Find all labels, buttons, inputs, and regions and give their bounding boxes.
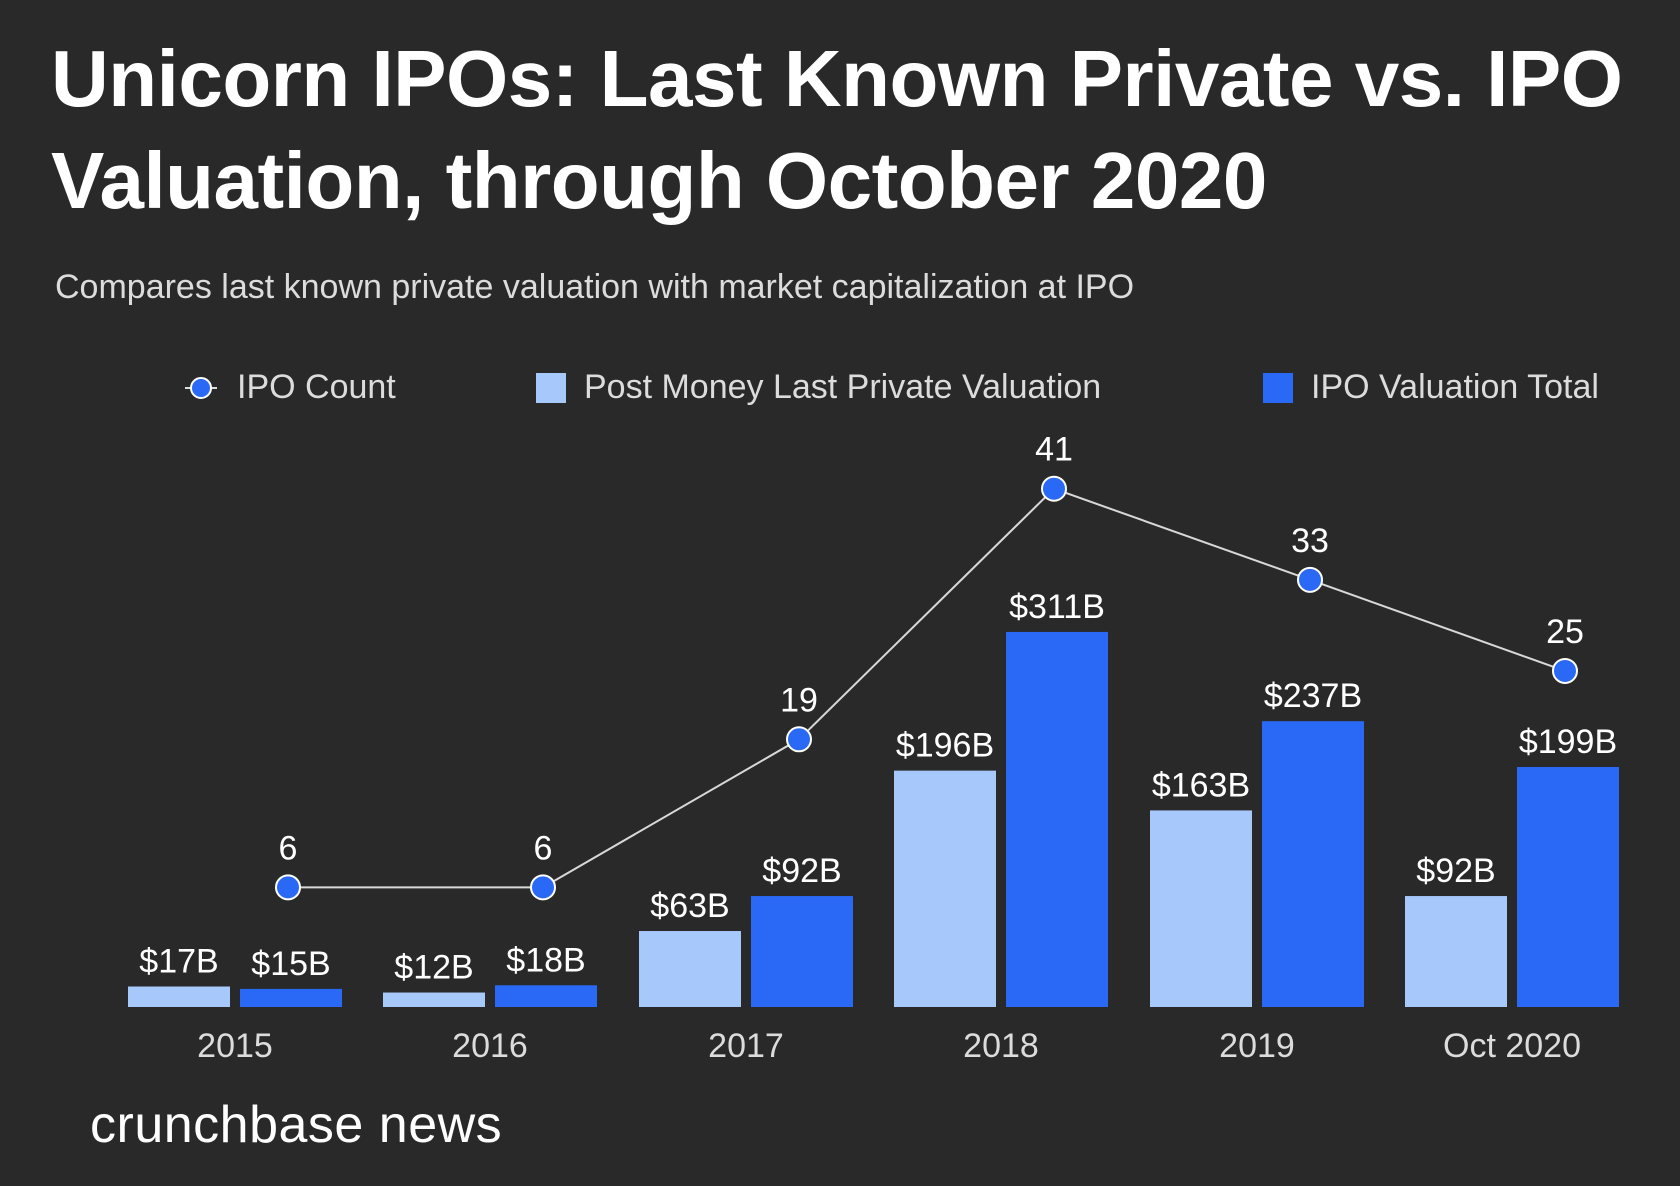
ipo-count-point [1041, 475, 1067, 502]
bar-ipo [495, 985, 597, 1007]
bar-data-label: $17B [139, 942, 218, 980]
bar-ipo [1262, 721, 1364, 1007]
bar-private [1150, 810, 1252, 1007]
bar-data-label: $196B [896, 727, 994, 765]
ipo-count-point [530, 874, 556, 901]
bar-data-label: $92B [1416, 852, 1495, 890]
x-tick-label: 2017 [708, 1027, 784, 1065]
bar-ipo [751, 896, 853, 1007]
bar-data-label: $92B [762, 852, 841, 890]
x-tick-label: 2019 [1219, 1027, 1295, 1065]
legend-swatch [536, 372, 566, 403]
ipo-count-label: 6 [279, 829, 298, 867]
legend-item-ipo: IPO Valuation Total [1263, 368, 1599, 407]
ipo-count-point [786, 726, 812, 753]
x-tick-label: Oct 2020 [1443, 1027, 1581, 1065]
bar-private [128, 986, 230, 1007]
x-tick-label: 2015 [197, 1027, 273, 1065]
x-tick-label: 2018 [963, 1027, 1039, 1065]
ipo-count-point [1297, 566, 1323, 593]
bar-data-label: $199B [1519, 723, 1617, 761]
legend-label: Post Money Last Private Valuation [584, 368, 1102, 406]
legend-label: IPO Valuation Total [1311, 368, 1599, 406]
legend-item-ipo-count: IPO Count [183, 368, 396, 407]
ipo-count-point [1552, 657, 1578, 684]
bar-private [383, 992, 485, 1007]
bar-private [1405, 896, 1507, 1007]
bar-data-label: $311B [1009, 588, 1105, 626]
legend-swatch [1263, 372, 1293, 403]
x-tick-label: 2016 [452, 1027, 528, 1065]
chart-title: Unicorn IPOs: Last Known Private vs. IPO… [51, 34, 1623, 225]
ipo-count-label: 25 [1546, 613, 1584, 651]
bar-data-label: $12B [394, 949, 473, 987]
ipo-count-label: 41 [1035, 431, 1073, 469]
crunchbase-news-logo: crunchbase news [90, 1096, 503, 1154]
legend-label: IPO Count [237, 368, 396, 406]
legend-item-private: Post Money Last Private Valuation [536, 368, 1101, 407]
bar-data-label: $237B [1264, 677, 1362, 715]
ipo-count-point [275, 874, 301, 901]
ipo-count-line [288, 487, 1566, 889]
bar-private [894, 770, 996, 1007]
bar-ipo [1006, 631, 1108, 1007]
bar-ipo [240, 988, 342, 1007]
ipo-count-label: 6 [534, 829, 553, 867]
bar-data-label: $163B [1152, 766, 1250, 804]
line-marker-icon [185, 376, 217, 399]
chart-subtitle: Compares last known private valuation wi… [55, 268, 1135, 306]
ipo-count-label: 19 [780, 681, 818, 719]
bar-data-label: $15B [251, 945, 330, 983]
bar-data-label: $63B [650, 887, 729, 925]
bar-private [639, 931, 741, 1007]
ipo-count-label: 33 [1291, 522, 1329, 560]
bar-data-label: $18B [506, 941, 585, 979]
bar-ipo [1517, 767, 1619, 1007]
